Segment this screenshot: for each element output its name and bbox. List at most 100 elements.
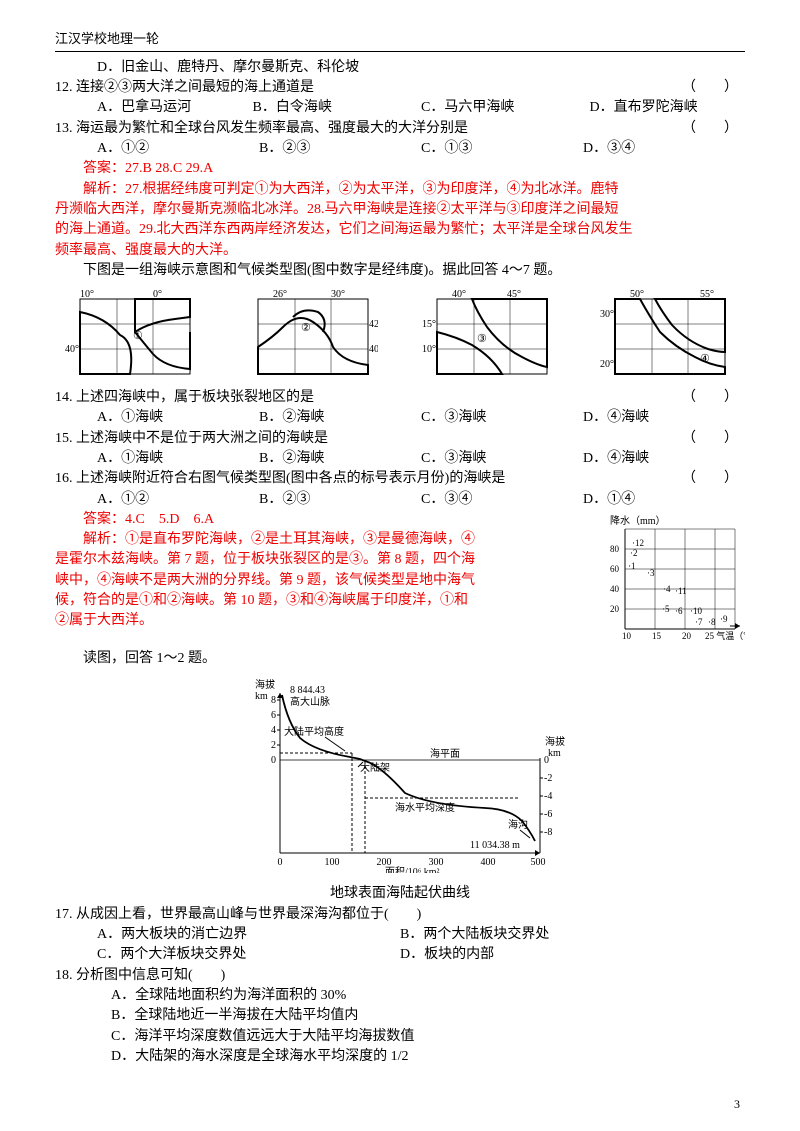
map4-lat1: 30° (600, 309, 614, 320)
q13-d: D．③④ (583, 139, 745, 159)
q12-d: D．直布罗陀海峡 (589, 98, 745, 118)
svg-text:海水平均深度: 海水平均深度 (395, 801, 455, 814)
page-number: 3 (734, 1096, 740, 1113)
q12-a: A．巴拿马运河 (97, 98, 240, 118)
svg-text:40: 40 (610, 584, 620, 594)
map3-lon1: 40° (452, 289, 466, 300)
q16-paren: （ ） (682, 469, 745, 489)
svg-text:8: 8 (271, 695, 276, 706)
map-3: 40° 45° 15° 10° ③ (422, 287, 557, 382)
q15-b: B．②海峡 (259, 449, 421, 469)
svg-text:·12: ·12 (632, 538, 644, 548)
q17-c: C．两个大洋板块交界处 (55, 945, 400, 965)
q18-stem: 18. 分析图中信息可知( ) (55, 966, 745, 986)
svg-text:·2: ·2 (630, 548, 638, 558)
svg-text:80: 80 (610, 544, 620, 554)
q15-a: A．①海峡 (97, 449, 259, 469)
q15-stem: 15. 上述海峡中不是位于两大洲之间的海峡是 (55, 431, 328, 446)
q13: 13. 海运最为繁忙和全球台风发生频率最高、强度最大的大洋分别是 （ ） (55, 119, 745, 139)
option-d: D．旧金山、鹿特丹、摩尔曼斯克、科伦坡 (55, 58, 745, 78)
map3-lon2: 45° (507, 289, 521, 300)
profile-chart-wrap: 8 6 4 2 0 0 -2 -4 -6 -8 0 100 200 300 40… (55, 673, 745, 880)
q12-b: B．白令海峡 (253, 98, 409, 118)
svg-text:400: 400 (481, 857, 496, 868)
svg-text:海平面: 海平面 (430, 747, 460, 760)
q13-options: A．①② B．②③ C．①③ D．③④ (55, 139, 745, 159)
explain-1a: 解析：27.根据经纬度可判定①为大西洋，②为太平洋，③为印度洋，④为北冰洋。鹿特 (55, 180, 745, 200)
svg-text:11 034.38 m: 11 034.38 m (470, 840, 520, 851)
map-4: 50° 55° 30° 20° ④ (600, 287, 735, 382)
svg-text:·11: ·11 (675, 586, 687, 596)
explain-1d: 频率最高、强度最大的大洋。 (55, 241, 745, 261)
q14-paren: （ ） (682, 388, 745, 408)
q14-b: B．②海峡 (259, 408, 421, 428)
q13-paren: （ ） (682, 119, 745, 139)
q17-stem: 17. 从成因上看，世界最高山峰与世界最深海沟都位于( ) (55, 905, 745, 925)
q14-options: A．①海峡 B．②海峡 C．③海峡 D．④海峡 (55, 408, 745, 428)
svg-text:·4: ·4 (663, 584, 671, 594)
svg-text:km: km (548, 748, 561, 759)
svg-text:·8: ·8 (708, 617, 716, 627)
svg-text:·7: ·7 (695, 617, 703, 627)
q16-options: A．①② B．②③ C．③④ D．①④ (55, 490, 745, 510)
map4-lat2: 20° (600, 359, 614, 370)
svg-text:-4: -4 (544, 791, 552, 802)
map-1: 10° 0° 40° ① (65, 287, 200, 382)
map2-lat1: 42° (369, 319, 378, 330)
map1-lat: 40° (65, 344, 79, 355)
map2-lon1: 26° (273, 289, 287, 300)
svg-text:海拔: 海拔 (545, 735, 565, 748)
q17-b: B．两个大陆板块交界处 (400, 925, 745, 945)
svg-text:大陆架: 大陆架 (360, 761, 390, 774)
q15: 15. 上述海峡中不是位于两大洲之间的海峡是 （ ） (55, 429, 745, 449)
q13-a: A．①② (97, 139, 259, 159)
map3-lat1: 15° (422, 319, 436, 330)
q14-c: C．③海峡 (421, 408, 583, 428)
profile-caption: 地球表面海陆起伏曲线 (55, 884, 745, 904)
explain-1c: 的海上通道。29.北大西洋东西两岸经济发达，它们之间海运最为繁忙；太平洋是全球台… (55, 220, 745, 240)
q18-b: B．全球陆地近一半海拔在大陆平均值内 (55, 1006, 745, 1026)
map1-lon1: 10° (80, 289, 94, 300)
svg-text:海沟: 海沟 (508, 818, 528, 831)
svg-text:-8: -8 (544, 827, 552, 838)
page-header: 江汉学校地理一轮 (55, 30, 745, 52)
map1-num: ① (133, 330, 143, 342)
map4-num: ④ (700, 353, 710, 365)
intro-3: 读图，回答 1～2 题。 (55, 649, 745, 669)
svg-text:-2: -2 (544, 773, 552, 784)
map1-lon2: 0° (153, 289, 162, 300)
svg-text:·10: ·10 (690, 606, 702, 616)
svg-text:·5: ·5 (662, 604, 670, 614)
q16-d: D．①④ (583, 490, 745, 510)
svg-text:大陆平均高度: 大陆平均高度 (284, 725, 344, 738)
q16-a: A．①② (97, 490, 259, 510)
svg-text:6: 6 (271, 710, 276, 721)
svg-text:-6: -6 (544, 809, 552, 820)
q12-stem: 12. 连接②③两大洋之间最短的海上通道是 (55, 80, 314, 95)
q13-stem: 13. 海运最为繁忙和全球台风发生频率最高、强度最大的大洋分别是 (55, 121, 468, 136)
svg-text:·9: ·9 (720, 614, 728, 624)
q14-d: D．④海峡 (583, 408, 745, 428)
svg-text:20: 20 (610, 604, 620, 614)
q18-a: A．全球陆地面积约为海洋面积的 30% (55, 986, 745, 1006)
q18-c: C．海洋平均深度数值远远大于大陆平均海拔数值 (55, 1027, 745, 1047)
svg-text:0: 0 (278, 857, 283, 868)
q16-c: C．③④ (421, 490, 583, 510)
svg-text:60: 60 (610, 564, 620, 574)
svg-text:高大山脉: 高大山脉 (290, 695, 330, 708)
q17-a: A．两大板块的消亡边界 (55, 925, 400, 945)
q14-a: A．①海峡 (97, 408, 259, 428)
svg-text:面积/10⁶ km²: 面积/10⁶ km² (385, 866, 440, 873)
svg-text:km: km (255, 691, 268, 702)
strait-maps: 10° 0° 40° ① 26° 30° 42° 40° ② 40° 45° 1… (55, 281, 745, 388)
svg-text:25 气温（℃）: 25 气温（℃） (705, 630, 745, 641)
svg-text:8 844.43: 8 844.43 (290, 685, 325, 696)
q15-paren: （ ） (682, 429, 745, 449)
svg-text:·6: ·6 (675, 606, 683, 616)
svg-text:100: 100 (325, 857, 340, 868)
svg-text:·3: ·3 (647, 568, 655, 578)
q18-d: D．大陆架的海水深度是全球海水平均深度的 1/2 (55, 1047, 745, 1067)
svg-text:4: 4 (271, 725, 276, 736)
map2-lat2: 40° (369, 344, 378, 355)
q16-b: B．②③ (259, 490, 421, 510)
